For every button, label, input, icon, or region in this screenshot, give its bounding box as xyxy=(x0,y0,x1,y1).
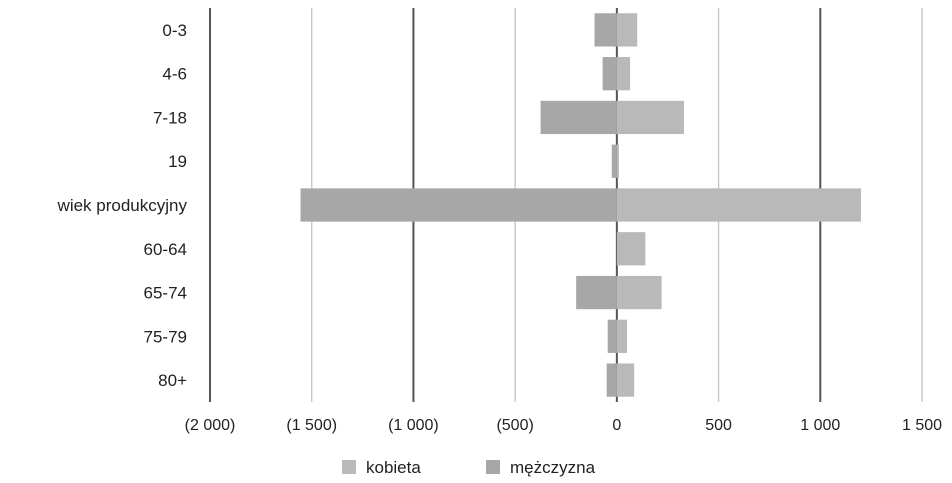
bar-kobieta-19 xyxy=(616,144,619,178)
bar-mężczyzna-0-3 xyxy=(594,13,617,47)
x-tick-label: 500 xyxy=(705,417,732,434)
bar-kobieta-80+ xyxy=(616,363,635,397)
legend-swatch-mężczyzna xyxy=(486,460,500,474)
x-tick-label: (500) xyxy=(496,417,533,434)
bar-mężczyzna-4-6 xyxy=(602,57,617,91)
category-label: wiek produkcyjny xyxy=(57,196,188,215)
legend-label-kobieta: kobieta xyxy=(366,458,421,477)
bar-mężczyzna-19 xyxy=(611,144,617,178)
x-tick-labels: (2 000) (1 500) (1 000) (500) 0 500 1 000 1 500 xyxy=(185,417,942,434)
legend: kobieta mężczyzna xyxy=(342,458,596,477)
category-label: 60-64 xyxy=(144,240,187,259)
bar-mężczyzna-75-79 xyxy=(607,319,617,353)
bar-kobieta-4-6 xyxy=(616,57,631,91)
x-tick-label: (1 000) xyxy=(388,417,439,434)
bar-kobieta-60-64 xyxy=(616,232,646,266)
category-label: 4-6 xyxy=(162,65,187,84)
bar-kobieta-0-3 xyxy=(616,13,638,47)
x-tick-label: (2 000) xyxy=(185,417,236,434)
bar-kobieta-75-79 xyxy=(616,319,628,353)
category-label: 0-3 xyxy=(162,21,187,40)
bar-mężczyzna-7-18 xyxy=(540,100,617,135)
bars xyxy=(300,13,861,397)
x-tick-label: 0 xyxy=(612,417,621,434)
category-label: 75-79 xyxy=(144,327,187,346)
bar-kobieta-7-18 xyxy=(616,100,684,135)
category-label: 65-74 xyxy=(144,284,187,303)
x-tick-label: (1 500) xyxy=(286,417,337,434)
bar-kobieta-65-74 xyxy=(616,275,662,310)
bar-kobieta-wiek produkcyjny xyxy=(616,188,861,222)
bar-mężczyzna-80+ xyxy=(606,363,617,397)
legend-swatch-kobieta xyxy=(342,460,356,474)
category-label: 19 xyxy=(168,152,187,171)
x-tick-label: 1 000 xyxy=(800,417,840,434)
category-label: 80+ xyxy=(158,371,187,390)
category-labels: 0-3 4-6 7-18 19 wiek produkcyjny 60-64 65-74 75… xyxy=(57,21,188,390)
x-tick-label: 1 500 xyxy=(902,417,942,434)
bar-mężczyzna-65-74 xyxy=(576,275,617,310)
category-label: 7-18 xyxy=(153,108,187,127)
bar-mężczyzna-wiek produkcyjny xyxy=(300,188,617,222)
legend-label-mężczyzna: mężczyzna xyxy=(510,458,596,477)
